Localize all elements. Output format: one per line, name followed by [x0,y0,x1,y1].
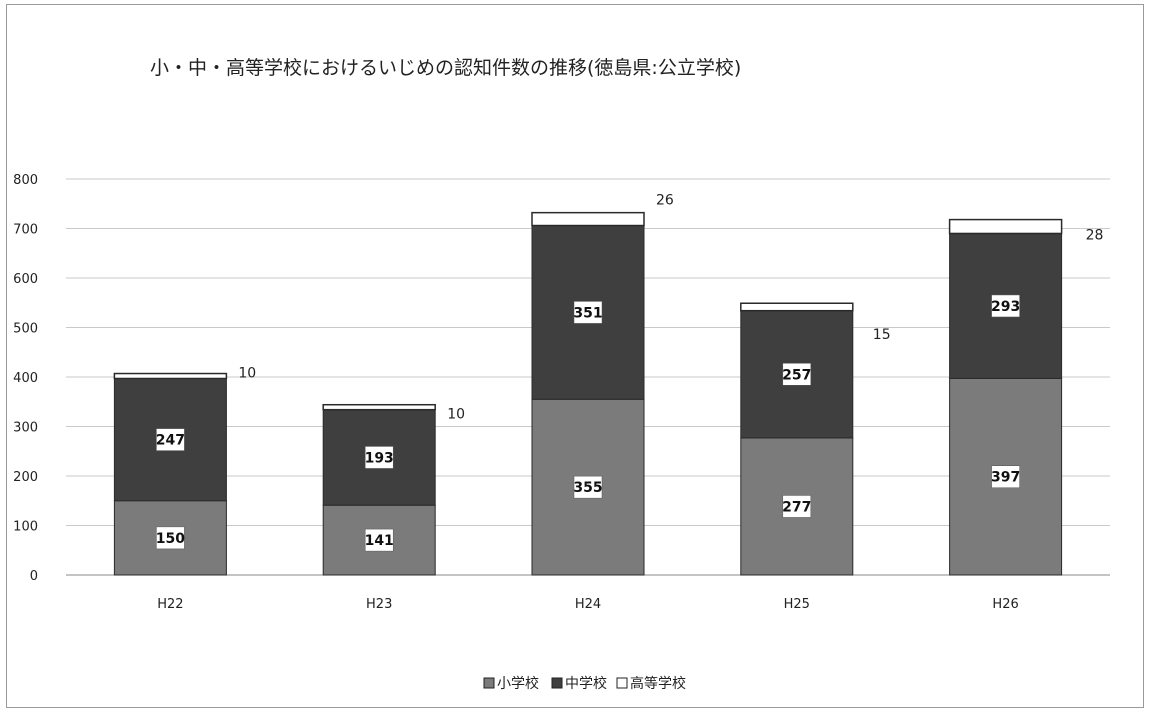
x-tick-label: H23 [366,597,392,612]
data-label: 355 [573,480,602,496]
legend-swatch [616,677,628,689]
data-label: 10 [447,407,465,423]
bars: 150 247 10 141 193 10 355 351 26 277 257 15 397 293 28 [113,193,1104,576]
legend-swatch [483,677,495,689]
x-axis: H22 H23 H24 H25 H26 [157,597,1019,612]
bar-segment [740,302,854,312]
bar-segment [531,211,645,227]
y-tick-label: 500 [13,322,38,337]
data-label: 397 [991,470,1020,486]
data-label-box [573,475,603,499]
data-label-box [782,363,812,386]
bar-segment [531,398,645,576]
data-label: 293 [991,299,1020,315]
data-label-box [156,428,185,451]
bar-segment [322,403,436,411]
y-tick-label: 400 [13,371,38,386]
data-label-box [364,528,394,552]
legend-label: 小学校 [497,675,539,692]
x-tick-label: H25 [784,597,810,612]
data-label: 277 [782,499,811,515]
data-label: 351 [573,305,602,321]
y-tick-label: 700 [13,223,38,238]
x-tick-label: H22 [157,597,183,612]
x-tick-label: H24 [575,597,601,612]
data-label: 141 [365,533,394,549]
data-label-box [991,294,1020,318]
y-tick-label: 600 [13,272,38,287]
data-label: 26 [656,193,674,209]
data-label-box [156,526,185,550]
data-label-box [364,446,394,469]
data-label-box [573,301,603,324]
data-label: 150 [156,531,185,547]
legend-label: 高等学校 [630,675,686,692]
data-label-box [991,465,1020,488]
y-axis: 0 100 200 300 400 500 600 700 800 [13,173,38,584]
y-tick-label: 200 [13,470,38,485]
legend-swatch [551,677,563,689]
y-tick-label: 300 [13,421,38,436]
x-tick-label: H26 [992,597,1018,612]
data-label: 15 [873,327,891,343]
legend: 小学校 中学校 高等学校 [483,675,686,692]
chart-title: 小・中・高等学校におけるいじめの認知件数の推移(徳島県:公立学校) [150,57,741,79]
data-label: 28 [1086,228,1104,244]
legend-label: 中学校 [565,675,607,692]
y-tick-label: 800 [13,173,38,188]
bar-segment [948,218,1063,235]
data-label: 10 [238,366,256,382]
bar-segment [113,372,228,380]
data-label: 193 [365,450,394,466]
data-label: 247 [156,433,185,449]
data-label: 257 [782,367,811,383]
data-label-box [782,495,812,518]
y-tick-label: 0 [30,569,38,584]
y-tick-label: 100 [13,520,38,535]
